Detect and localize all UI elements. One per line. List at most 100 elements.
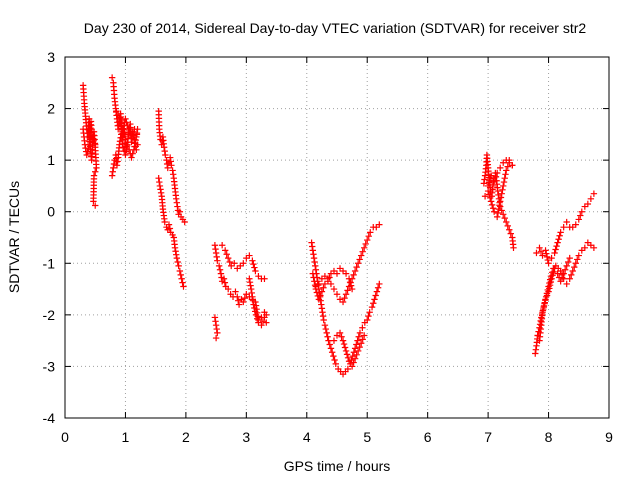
data-point bbox=[510, 244, 517, 252]
data-point bbox=[212, 321, 220, 329]
data-point bbox=[498, 207, 505, 214]
data-point bbox=[560, 223, 567, 231]
data-point bbox=[312, 262, 319, 270]
data-point bbox=[345, 275, 353, 282]
data-point bbox=[330, 352, 337, 360]
data-point bbox=[252, 267, 259, 275]
data-point bbox=[234, 297, 242, 304]
data-point bbox=[114, 126, 122, 133]
data-point bbox=[310, 251, 317, 258]
data-point bbox=[362, 240, 369, 248]
data-point bbox=[563, 262, 570, 270]
data-point bbox=[235, 301, 243, 308]
data-point bbox=[176, 208, 184, 215]
x-tick-label: 3 bbox=[242, 429, 250, 445]
data-point bbox=[259, 318, 267, 325]
data-point bbox=[499, 186, 506, 193]
x-tick-label: 1 bbox=[122, 429, 130, 445]
data-point bbox=[213, 325, 220, 333]
data-point bbox=[351, 355, 359, 362]
data-point bbox=[490, 177, 498, 184]
data-point bbox=[574, 256, 581, 263]
data-point bbox=[348, 363, 356, 370]
data-point bbox=[502, 171, 509, 178]
data-point bbox=[162, 151, 169, 159]
data-point bbox=[355, 333, 362, 340]
data-point bbox=[324, 278, 332, 285]
data-point bbox=[319, 312, 327, 320]
data-point bbox=[157, 189, 165, 197]
data-point bbox=[486, 175, 494, 183]
data-point bbox=[368, 303, 376, 311]
data-point bbox=[492, 173, 499, 181]
data-point bbox=[548, 275, 555, 282]
data-point bbox=[320, 284, 327, 291]
data-point bbox=[584, 200, 592, 208]
data-point bbox=[354, 337, 361, 344]
data-point bbox=[539, 309, 546, 316]
data-point bbox=[326, 341, 333, 348]
x-tick-label: 2 bbox=[182, 429, 190, 445]
data-point bbox=[161, 147, 168, 155]
data-point bbox=[578, 208, 585, 215]
data-point bbox=[124, 122, 131, 129]
data-point bbox=[494, 209, 502, 217]
data-point bbox=[486, 194, 494, 202]
data-point bbox=[318, 301, 325, 308]
data-point bbox=[351, 267, 359, 275]
data-point bbox=[231, 260, 238, 267]
data-point bbox=[572, 221, 579, 228]
data-point bbox=[166, 154, 174, 161]
data-point bbox=[85, 144, 92, 152]
data-point bbox=[108, 74, 116, 81]
data-point bbox=[506, 156, 513, 164]
data-point bbox=[494, 187, 501, 195]
data-point bbox=[509, 162, 516, 169]
data-point bbox=[169, 167, 176, 174]
data-point bbox=[311, 258, 318, 266]
data-point bbox=[232, 288, 239, 295]
data-point bbox=[168, 162, 175, 169]
data-point bbox=[560, 270, 567, 277]
x-tick-label: 0 bbox=[61, 429, 69, 445]
data-point bbox=[315, 296, 323, 303]
data-point bbox=[372, 292, 379, 299]
data-point bbox=[131, 143, 138, 150]
data-point bbox=[500, 178, 508, 186]
data-point bbox=[357, 340, 365, 347]
data-point bbox=[119, 125, 127, 132]
data-point bbox=[356, 256, 363, 263]
data-point bbox=[215, 262, 223, 270]
data-point bbox=[587, 195, 595, 203]
data-point bbox=[108, 172, 116, 179]
data-point bbox=[326, 274, 333, 281]
data-point bbox=[311, 282, 319, 289]
data-point bbox=[554, 270, 561, 277]
data-point bbox=[311, 278, 318, 285]
data-point bbox=[497, 198, 504, 205]
data-point bbox=[84, 148, 91, 155]
x-axis-title: GPS time / hours bbox=[284, 458, 391, 474]
data-point bbox=[309, 247, 317, 254]
data-point bbox=[365, 233, 372, 240]
data-point bbox=[490, 208, 498, 215]
data-point bbox=[344, 354, 352, 362]
data-point bbox=[122, 151, 129, 159]
chart-title: Day 230 of 2014, Sidereal Day-to-day VTE… bbox=[84, 20, 587, 36]
data-point bbox=[110, 164, 117, 172]
data-point bbox=[130, 146, 138, 154]
data-point bbox=[543, 292, 551, 299]
y-tick-label: -4 bbox=[43, 410, 56, 426]
data-point bbox=[89, 133, 96, 141]
data-point bbox=[90, 137, 97, 145]
data-point bbox=[480, 180, 488, 187]
data-point bbox=[361, 244, 368, 252]
data-point bbox=[212, 249, 220, 257]
data-point bbox=[211, 314, 219, 321]
y-tick-label: -1 bbox=[43, 255, 56, 271]
data-point bbox=[261, 275, 268, 282]
data-point bbox=[318, 288, 326, 295]
data-point bbox=[577, 212, 584, 219]
data-point bbox=[212, 334, 220, 342]
